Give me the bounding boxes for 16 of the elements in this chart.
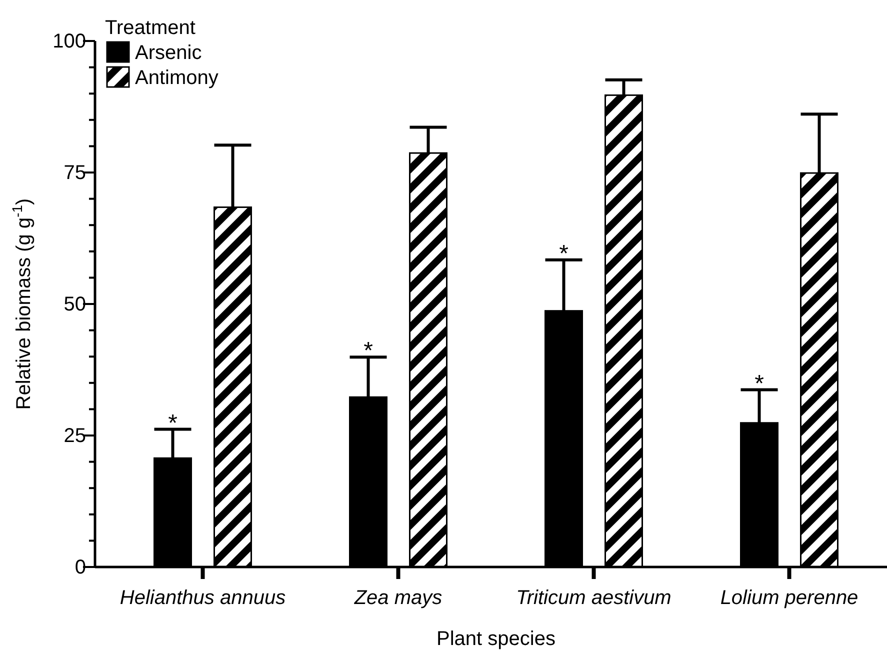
annotation: * (559, 240, 568, 268)
y-tick-label: 100 (52, 30, 86, 52)
x-axis-title: Plant species (436, 628, 556, 650)
x-tick-label: Helianthus annuus (120, 587, 286, 609)
legend-label: Antimony (135, 67, 218, 89)
legend-title: Treatment (105, 17, 196, 39)
annotation: * (754, 370, 764, 398)
y-tick-label: 25 (64, 424, 86, 447)
annotation: * (168, 410, 178, 437)
x-tick-label: Zea mays (353, 587, 442, 609)
annotation: * (364, 338, 373, 365)
x-tick-label: Lolium perenne (720, 587, 858, 609)
y-tick-label: 75 (64, 162, 86, 184)
x-tick-label: Triticum aestivum (516, 587, 672, 609)
y-tick-label: 50 (64, 293, 86, 316)
legend-label: Arsenic (135, 42, 202, 64)
